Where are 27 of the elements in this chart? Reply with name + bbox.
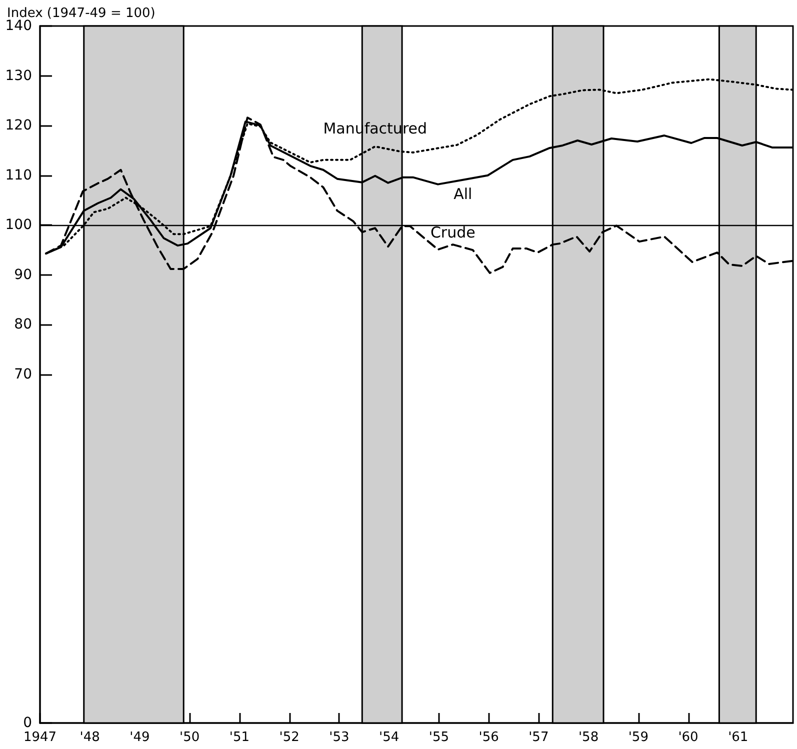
- x-tick-label: '55: [428, 730, 450, 745]
- y-tick-label: 140: [5, 18, 32, 34]
- x-tick-label: '51: [229, 730, 250, 745]
- y-tick-label: 80: [14, 316, 32, 333]
- x-tick-label: '48: [80, 730, 100, 745]
- y-tick-label: 120: [5, 118, 32, 134]
- x-tick-label: '50: [180, 730, 200, 745]
- y-tick-label: 130: [5, 68, 32, 84]
- y-tick-label: 0: [23, 715, 32, 731]
- x-tick-label: '49: [130, 730, 150, 745]
- x-tick-label: '52: [279, 730, 300, 745]
- x-tick-label: '56: [478, 730, 499, 745]
- series-label: Crude: [430, 224, 476, 242]
- x-tick-label: '57: [528, 730, 549, 745]
- x-tick-label: '60: [678, 730, 698, 745]
- y-tick-label: 90: [14, 266, 32, 283]
- x-tick-label: '53: [329, 730, 350, 745]
- x-tick-label: '59: [628, 730, 648, 745]
- x-tick-label: '61: [728, 730, 748, 745]
- y-tick-label: 100: [5, 217, 32, 234]
- y-tick-label: 70: [14, 366, 32, 382]
- series-label: All: [454, 184, 472, 203]
- x-tick-label: '54: [379, 730, 400, 745]
- x-tick-label: 1947: [23, 730, 57, 745]
- x-tick-label: '58: [578, 730, 599, 745]
- y-tick-label: 110: [5, 167, 32, 184]
- y-axis-title: Index (1947-49 = 100): [7, 6, 156, 21]
